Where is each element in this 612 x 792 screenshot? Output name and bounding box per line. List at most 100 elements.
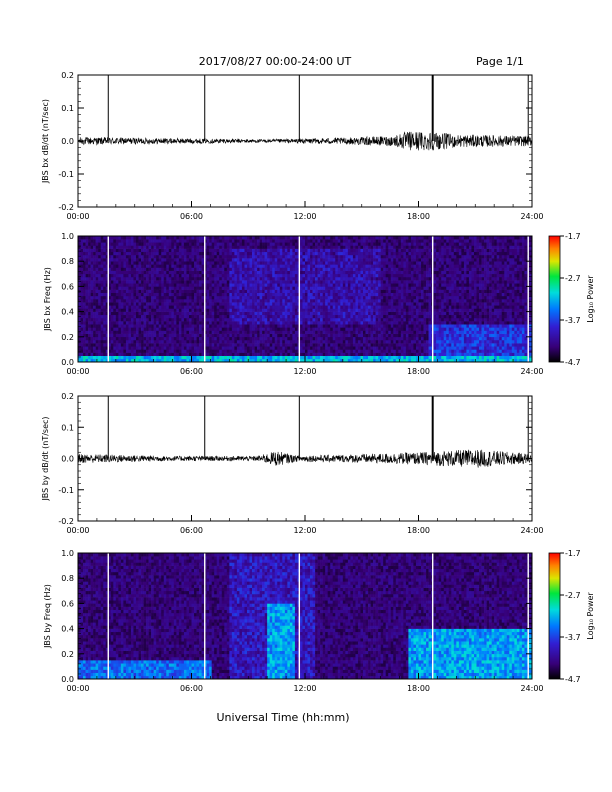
heatmap-cell: [259, 302, 263, 306]
heatmap-cell: [350, 343, 354, 347]
heatmap-cell: [93, 346, 96, 350]
heatmap-cell: [123, 295, 127, 300]
heatmap-cell: [166, 358, 170, 363]
heatmap-cell: [257, 258, 260, 262]
heatmap-cell: [136, 343, 139, 347]
heatmap-cell: [307, 339, 311, 344]
heatmap-cell: [312, 248, 316, 253]
heatmap-cell: [335, 358, 339, 363]
heatmap-cell: [378, 330, 381, 334]
heatmap-cell: [146, 302, 149, 306]
heatmap-cell: [246, 327, 250, 331]
heatmap-cell: [219, 261, 223, 265]
heatmap-cell: [214, 311, 218, 316]
heatmap-cell: [259, 358, 263, 363]
heatmap-cell: [317, 330, 321, 334]
heatmap-cell: [373, 242, 376, 246]
heatmap-cell: [123, 358, 127, 363]
heatmap-cell: [156, 352, 160, 356]
heatmap-cell: [188, 305, 192, 309]
heatmap-cell: [373, 314, 376, 319]
heatmap-cell: [375, 242, 379, 246]
heatmap-cell: [224, 352, 228, 356]
heatmap-cell: [368, 242, 371, 246]
heatmap-cell: [355, 339, 359, 344]
heatmap-cell: [78, 248, 81, 253]
heatmap-cell: [168, 343, 172, 347]
heatmap-cell: [299, 346, 303, 350]
heatmap-cell: [161, 336, 165, 341]
heatmap-cell: [148, 270, 152, 275]
heatmap-cell: [158, 330, 162, 334]
heatmap-cell: [153, 245, 157, 249]
heatmap-cell: [206, 289, 210, 293]
heatmap-cell: [194, 239, 197, 243]
heatmap-cell: [120, 273, 124, 278]
heatmap-cell: [279, 333, 283, 338]
heatmap-cell: [373, 254, 376, 259]
heatmap-cell: [287, 280, 291, 284]
heatmap-cell: [337, 248, 341, 253]
heatmap-cell: [355, 317, 359, 322]
heatmap-cell: [337, 355, 341, 360]
heatmap-cell: [156, 358, 160, 363]
heatmap-cell: [168, 355, 172, 360]
heatmap-cell: [206, 314, 210, 319]
heatmap-cell: [347, 349, 351, 353]
heatmap-cell: [272, 280, 276, 284]
heatmap-cell: [141, 276, 144, 281]
heatmap-cell: [209, 276, 212, 281]
heatmap-cell: [350, 248, 354, 253]
heatmap-cell: [216, 289, 220, 293]
heatmap-cell: [279, 358, 283, 363]
heatmap-cell: [267, 273, 270, 278]
heatmap-cell: [241, 352, 245, 356]
heatmap-cell: [277, 317, 281, 322]
heatmap-cell: [330, 327, 334, 331]
heatmap-cell: [231, 305, 235, 309]
heatmap-cell: [136, 283, 139, 287]
heatmap-cell: [163, 292, 167, 297]
heatmap-cell: [264, 236, 268, 240]
heatmap-cell: [83, 311, 86, 316]
heatmap-cell: [214, 355, 218, 360]
heatmap-cell: [118, 261, 122, 265]
heatmap-cell: [191, 289, 195, 293]
heatmap-cell: [373, 346, 376, 350]
heatmap-cell: [133, 333, 137, 338]
heatmap-cell: [239, 280, 243, 284]
heatmap-cell: [257, 330, 260, 334]
heatmap-cell: [340, 283, 344, 287]
heatmap-cell: [287, 321, 291, 325]
heatmap-cell: [254, 358, 258, 363]
heatmap-cell: [130, 330, 134, 334]
heatmap-cell: [78, 346, 81, 350]
heatmap-cell: [95, 343, 99, 347]
heatmap-cell: [315, 273, 318, 278]
heatmap-cell: [350, 317, 354, 322]
heatmap-cell: [194, 327, 197, 331]
heatmap-cell: [249, 239, 253, 243]
heatmap-cell: [113, 242, 117, 246]
heatmap-cell: [98, 317, 101, 322]
heatmap-cell: [236, 270, 240, 275]
heatmap-cell: [252, 317, 255, 322]
heatmap-cell: [123, 355, 127, 360]
heatmap-cell: [214, 317, 218, 322]
heatmap-cell: [264, 267, 268, 271]
heatmap-cell: [310, 236, 313, 240]
heatmap-cell: [320, 280, 323, 284]
heatmap-cell: [327, 302, 331, 306]
heatmap-cell: [181, 330, 185, 334]
heatmap-cell: [138, 248, 142, 253]
heatmap-cell: [219, 280, 223, 284]
heatmap-cell: [171, 336, 175, 341]
heatmap-cell: [153, 267, 157, 271]
heatmap-cell: [229, 264, 233, 268]
heatmap-cell: [148, 324, 152, 328]
heatmap-cell: [282, 258, 286, 262]
heatmap-cell: [196, 311, 200, 316]
heatmap-cell: [249, 343, 253, 347]
heatmap-cell: [312, 314, 316, 319]
heatmap-cell: [196, 355, 200, 360]
